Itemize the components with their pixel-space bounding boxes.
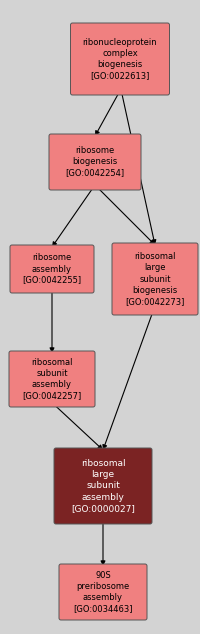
Text: ribosome
assembly
[GO:0042255]: ribosome assembly [GO:0042255]: [22, 254, 81, 285]
FancyBboxPatch shape: [54, 448, 151, 524]
FancyBboxPatch shape: [49, 134, 140, 190]
Text: ribosomal
large
subunit
assembly
[GO:0000027]: ribosomal large subunit assembly [GO:000…: [71, 459, 134, 513]
Text: 90S
preribosome
assembly
[GO:0034463]: 90S preribosome assembly [GO:0034463]: [73, 571, 132, 613]
Text: ribosomal
large
subunit
biogenesis
[GO:0042273]: ribosomal large subunit biogenesis [GO:0…: [125, 252, 184, 306]
Text: ribosomal
subunit
assembly
[GO:0042257]: ribosomal subunit assembly [GO:0042257]: [22, 358, 81, 400]
FancyBboxPatch shape: [111, 243, 197, 315]
FancyBboxPatch shape: [59, 564, 146, 620]
FancyBboxPatch shape: [9, 351, 95, 407]
Text: ribosome
biogenesis
[GO:0042254]: ribosome biogenesis [GO:0042254]: [65, 146, 124, 178]
FancyBboxPatch shape: [10, 245, 94, 293]
FancyBboxPatch shape: [70, 23, 169, 95]
Text: ribonucleoprotein
complex
biogenesis
[GO:0022613]: ribonucleoprotein complex biogenesis [GO…: [82, 38, 157, 80]
